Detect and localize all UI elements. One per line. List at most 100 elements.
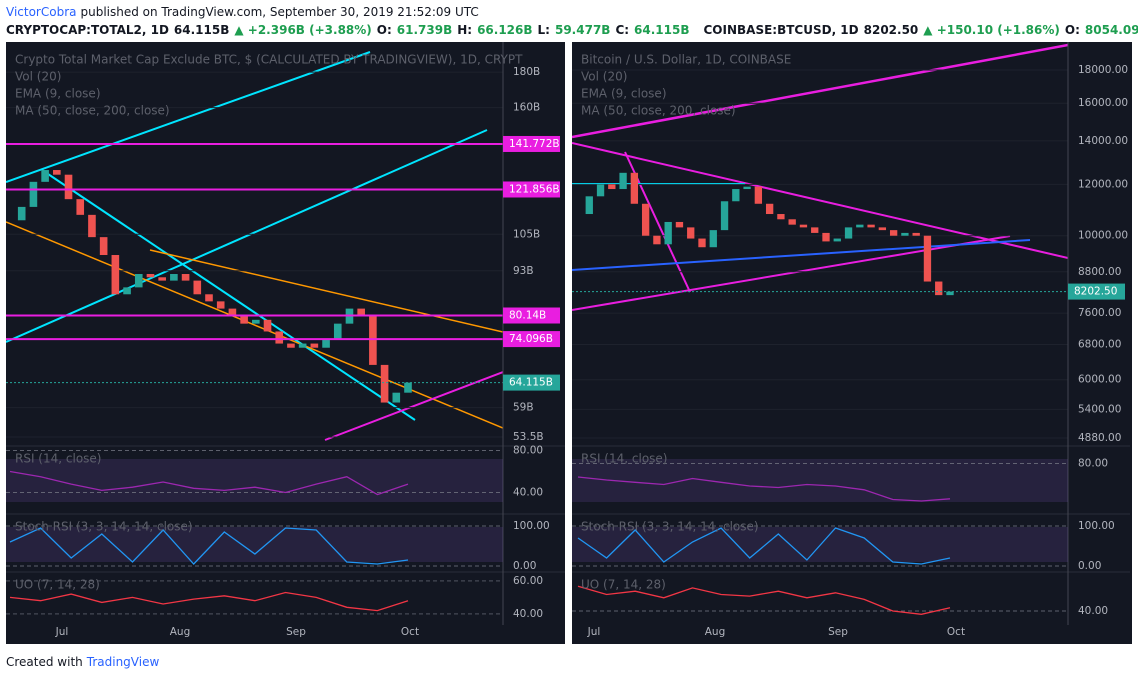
quote-part: 66.126B [477, 23, 532, 37]
y-tick-label: 7600.00 [1078, 307, 1121, 319]
candle [698, 238, 706, 248]
legend-entry: MA (50, close, 200, close) [15, 104, 170, 118]
y-tick-label: 93B [513, 265, 534, 277]
y-tick-label: 16000.00 [1078, 97, 1128, 109]
pane-label: Stoch RSI (3, 3, 14, 14, close) [581, 520, 759, 534]
candle [641, 203, 650, 236]
right-panel [572, 42, 1132, 644]
legend-entry: EMA (9, close) [15, 87, 101, 101]
candle [322, 339, 330, 348]
legend-entry: Bitcoin / U.S. Dollar, 1D, COINBASE [581, 53, 791, 67]
y-tick-label: 180B [513, 66, 540, 78]
y-tick-label: 100.00 [1078, 520, 1115, 532]
candle [205, 294, 213, 302]
price-tag-label: 74.096B [509, 333, 553, 345]
price-tag-label: 121.856B [509, 183, 560, 195]
price-tag [503, 181, 560, 198]
candle [765, 203, 774, 215]
candle [901, 232, 909, 236]
pane-label: Stoch RSI (3, 3, 14, 14, close) [15, 520, 193, 534]
footer: Created with TradingView [6, 655, 159, 669]
candle [193, 280, 202, 295]
y-tick-label: 14000.00 [1078, 135, 1128, 147]
candle [585, 196, 593, 215]
indicator-line [577, 585, 951, 615]
brand[interactable]: TradingView [86, 655, 160, 669]
candle [369, 316, 377, 365]
price-tag-label: 64.115B [509, 377, 553, 389]
chart-area [6, 71, 503, 438]
candle [53, 170, 61, 175]
candle [357, 308, 365, 317]
header: VictorCobra published on TradingView.com,… [6, 5, 479, 19]
y-tick-label: 80.00 [513, 444, 543, 456]
author[interactable]: VictorCobra [6, 5, 76, 19]
candle [275, 331, 284, 344]
candle [878, 227, 887, 231]
chart-area [572, 69, 1068, 439]
candle [404, 382, 412, 393]
quote-part: 61.739B [397, 23, 452, 37]
y-tick-label: 60.00 [513, 575, 543, 587]
candle [240, 316, 248, 324]
candle [596, 184, 605, 197]
x-tick-label: Jul [587, 626, 601, 638]
footer-text: Created with [6, 655, 83, 669]
y-tick-label: 8800.00 [1078, 266, 1121, 278]
legend-entry: MA (50, close, 200, close) [581, 104, 736, 118]
candle [709, 230, 717, 248]
quote-part: COINBASE:BTCUSD, 1D [704, 23, 859, 37]
candle [333, 323, 342, 340]
candle [675, 221, 684, 228]
candle [29, 181, 38, 207]
y-tick-label: 160B [513, 102, 540, 114]
y-tick-label: 5400.00 [1078, 403, 1121, 415]
candle [923, 235, 932, 282]
candle [799, 224, 808, 228]
x-tick-label: Aug [170, 626, 191, 638]
candle [41, 170, 49, 182]
price-tag [1068, 283, 1125, 300]
quote-part: O: [377, 23, 392, 37]
candle [158, 277, 166, 281]
candle [88, 214, 96, 238]
candle [856, 224, 864, 228]
quote-part: 64.115B [174, 23, 229, 37]
y-tick-label: 18000.00 [1078, 64, 1128, 76]
y-tick-label: 53.5B [513, 431, 544, 443]
candle [76, 199, 85, 215]
candle [732, 189, 740, 202]
candle [630, 172, 639, 204]
candle [788, 219, 796, 225]
legend-entry: Vol (20) [581, 70, 627, 84]
candle [216, 301, 225, 309]
candle [17, 206, 26, 221]
pane-band [572, 459, 1068, 502]
indicator-line [577, 527, 951, 565]
legend-entry: Crypto Total Market Cap Exclude BTC, $ (… [15, 53, 523, 67]
candle [619, 172, 627, 190]
candle [822, 232, 830, 242]
candle [287, 343, 295, 348]
y-tick-label: 4880.00 [1078, 432, 1121, 444]
y-tick-label: 80.00 [1078, 458, 1108, 470]
published: published on TradingView.com, September … [80, 5, 478, 19]
y-tick-label: 105B [513, 228, 540, 240]
price-tag-label: 8202.50 [1074, 286, 1117, 298]
x-tick-label: Jul [55, 626, 69, 638]
legend-entry: Vol (20) [15, 70, 61, 84]
candle [380, 364, 389, 403]
legend-entry: EMA (9, close) [581, 87, 667, 101]
candle [99, 237, 108, 256]
candle [123, 287, 131, 295]
pane-label: RSI (14, close) [15, 452, 101, 466]
left-panel [6, 42, 565, 644]
price-tag-label: 80.14B [509, 310, 546, 322]
y-tick-label: 6800.00 [1078, 338, 1121, 350]
candle [844, 227, 853, 239]
indicator-line [9, 527, 409, 565]
x-tick-label: Oct [947, 626, 965, 638]
y-tick-label: 12000.00 [1078, 178, 1128, 190]
candle [833, 238, 841, 242]
candle [263, 319, 272, 332]
